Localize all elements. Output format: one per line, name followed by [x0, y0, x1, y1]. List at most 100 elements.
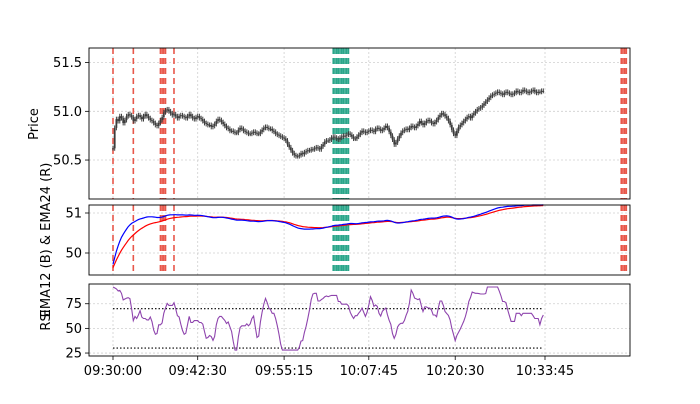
- price-candle-body: [483, 103, 485, 106]
- x-tick-label: 09:42:30: [169, 364, 227, 379]
- price-candle-body: [184, 117, 187, 119]
- price-candle-body: [513, 92, 516, 94]
- price-candle-body: [178, 116, 180, 119]
- price-candle-body: [450, 124, 453, 130]
- price-candle-body: [354, 138, 357, 140]
- price-candle-body: [486, 99, 489, 102]
- price-candle-body: [210, 124, 213, 127]
- price-candle-body: [437, 117, 440, 121]
- price-candle-body: [401, 130, 404, 133]
- price-candle-body: [257, 133, 260, 135]
- price-candle-body: [542, 90, 545, 92]
- price-candle-body: [337, 138, 340, 140]
- price-candle-body: [325, 140, 328, 142]
- price-candle-body: [139, 115, 142, 118]
- price-candle-body: [379, 128, 382, 131]
- price-candle-body: [466, 117, 468, 120]
- price-candle-body: [503, 92, 506, 95]
- ema-event-markers: [112, 205, 628, 275]
- price-candle-body: [295, 155, 297, 157]
- price-candle-body: [335, 137, 338, 139]
- price-candle-body: [254, 131, 257, 133]
- price-candle-body: [308, 150, 311, 152]
- price-candle-body: [217, 119, 219, 122]
- price-candle-body: [186, 116, 189, 119]
- price-candle-body: [245, 131, 248, 133]
- price-candle-body: [389, 131, 392, 136]
- y-tick-label: 51: [65, 207, 82, 222]
- price-candle-body: [396, 138, 399, 143]
- price-candle-body: [364, 131, 367, 133]
- price-candle-body: [435, 120, 438, 123]
- price-candle-body: [306, 150, 309, 152]
- price-candle-body: [433, 122, 436, 124]
- price-candle-body: [440, 113, 443, 116]
- price-candle-body: [266, 126, 269, 128]
- ema-ylabel: EMA12 (B) & EMA24 (R): [39, 163, 54, 318]
- price-candle-body: [320, 146, 323, 150]
- price-candle-body: [332, 136, 335, 138]
- price-candle-body: [315, 147, 318, 149]
- price-candle-body: [376, 127, 379, 129]
- price-candle-body: [149, 118, 152, 121]
- price-candle-body: [484, 101, 487, 104]
- price-candle-body: [264, 126, 267, 128]
- price-candle-body: [423, 123, 426, 125]
- price-candle-body: [444, 114, 446, 117]
- price-candle-body: [230, 130, 233, 132]
- price-candle-body: [212, 125, 214, 127]
- price-gridlines: [89, 48, 630, 199]
- price-candle-body: [188, 114, 191, 117]
- price-candle-body: [359, 132, 362, 135]
- price-candle-body: [388, 127, 391, 132]
- price-candle-body: [506, 91, 509, 93]
- price-event-markers: [112, 48, 628, 199]
- price-candle-body: [417, 123, 419, 126]
- price-candle-body: [271, 128, 274, 131]
- price-candle-body: [425, 121, 428, 124]
- price-candle-body: [220, 120, 223, 123]
- price-candle-body: [464, 119, 467, 122]
- ema-panel: 50 51 EMA12 (B) & EMA24 (R): [39, 163, 631, 318]
- price-candle-body: [293, 153, 296, 156]
- price-candle-body: [395, 142, 397, 145]
- price-candle-body: [288, 144, 291, 148]
- price-candle-body: [191, 116, 194, 119]
- price-candle-body: [322, 144, 324, 147]
- price-candle-body: [327, 140, 330, 142]
- rsi-x-ticks: 09:30:00 09:42:30 09:55:15 10:07:45 10:20:30…: [84, 356, 574, 379]
- price-candle-body: [242, 128, 245, 131]
- price-candle-body: [301, 153, 304, 155]
- price-candle-body: [256, 132, 258, 134]
- price-candle-body: [222, 122, 225, 124]
- price-panel: 50.5 51.0 51.5 Price: [27, 47, 631, 200]
- ema-gridlines: [89, 205, 630, 275]
- price-candle-body: [432, 123, 435, 125]
- price-candle-body: [223, 123, 226, 126]
- price-candle-body: [411, 125, 414, 127]
- price-candle-body: [422, 123, 424, 125]
- price-candle-body: [362, 130, 365, 132]
- price-candle-body: [356, 136, 358, 139]
- price-candle-body: [328, 139, 331, 141]
- price-candle-body: [154, 123, 157, 125]
- price-candle-body: [296, 156, 299, 158]
- price-candle-body: [237, 129, 240, 133]
- price-candle-body: [481, 105, 484, 108]
- price-candle-body: [193, 118, 196, 120]
- price-candle-body: [357, 134, 360, 137]
- price-candle-body: [169, 111, 172, 114]
- price-candle-body: [190, 114, 192, 117]
- price-candle-body: [129, 114, 131, 116]
- rsi-gridlines: [89, 284, 630, 356]
- price-candle-body: [218, 119, 221, 121]
- price-candle-body: [520, 91, 523, 93]
- price-candle-body: [312, 149, 314, 151]
- price-candle-body: [123, 120, 126, 124]
- price-candle-body: [334, 136, 336, 138]
- price-candle-body: [415, 125, 418, 128]
- price-candle-body: [467, 116, 470, 118]
- price-candle-body: [156, 124, 158, 126]
- price-candle-body: [125, 116, 128, 121]
